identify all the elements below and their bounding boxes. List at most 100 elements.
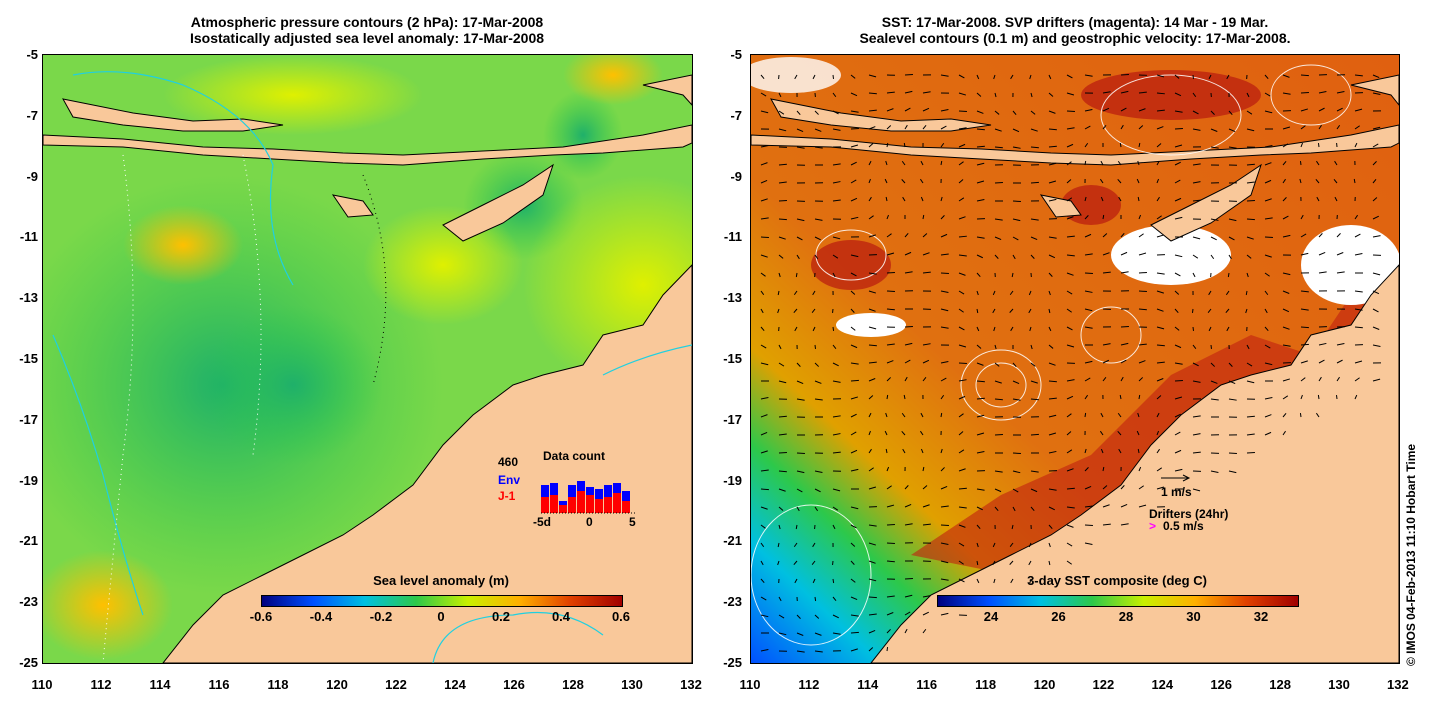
velocity-arrow [832,344,837,350]
velocity-arrow [868,215,874,220]
y-tick-label: -13 [723,290,742,306]
velocity-arrow [1210,236,1217,241]
velocity-arrow [832,380,841,383]
velocity-arrow [904,485,909,490]
velocity-arrow [976,308,979,314]
x-tick-label: 118 [267,677,289,692]
velocity-arrow [850,379,859,382]
y-tick-label: -23 [723,594,742,610]
velocity-arrow [1282,92,1291,95]
velocity-arrow [1264,198,1272,202]
velocity-arrow [760,488,769,491]
velocity-arrow [1192,272,1196,278]
velocity-scale-arrow [1161,474,1191,482]
velocity-arrow [1084,196,1087,202]
velocity-arrow [1282,126,1291,130]
velocity-arrow [850,179,857,184]
velocity-arrow [1084,467,1089,472]
velocity-arrow [1210,128,1218,132]
velocity-arrow [814,398,823,401]
velocity-arrow [940,160,943,166]
velocity-arrow [1354,125,1360,130]
y-tick-label: -9 [26,168,38,184]
velocity-arrow [1246,199,1255,202]
velocity-arrow [1138,271,1147,274]
velocity-arrow [886,560,895,563]
x-tick-label: 122 [1092,677,1115,692]
y-tick-label: -21 [723,533,742,549]
velocity-arrow [940,524,949,527]
velocity-arrow [904,90,913,94]
velocity-arrow [832,451,841,454]
velocity-arrow [796,650,805,653]
velocity-arrow [976,128,985,131]
velocity-arrow [760,414,768,418]
velocity-arrow [850,144,859,148]
velocity-arrow [778,433,787,436]
velocity-arrow [1336,376,1340,382]
velocity-arrow [1282,430,1286,436]
velocity-arrow [1174,326,1180,331]
velocity-arrow [1333,178,1338,184]
velocity-arrow [812,578,816,584]
velocity-arrow [778,614,785,619]
velocity-arrow [1011,272,1014,278]
velocity-arrow [1318,376,1322,382]
velocity-arrow [1118,196,1122,202]
velocity-arrow [886,308,895,311]
velocity-arrow [920,412,924,418]
velocity-arrow [1156,361,1165,364]
velocity-arrow [1138,394,1141,400]
velocity-arrow [795,272,798,278]
velocity-arrow [901,179,906,184]
velocity-arrow [1315,412,1320,418]
velocity-arrow [850,326,856,331]
velocity-arrow [868,326,877,330]
velocity-arrow [832,506,839,511]
velocity-arrow [1282,160,1287,166]
velocity-arrow [1354,108,1363,112]
velocity-arrow [1226,74,1230,80]
velocity-arrow [760,179,768,184]
velocity-arrow [993,74,996,80]
velocity-arrow [1048,198,1057,202]
velocity-arrow [1228,398,1237,401]
velocity-arrow [976,92,982,97]
velocity-arrow [976,344,982,349]
velocity-arrow [1282,197,1287,202]
colorbar-tick-label: 0.6 [611,609,631,624]
velocity-arrow [1336,91,1345,94]
velocity-arrow [1048,326,1052,332]
velocity-arrow [1028,560,1032,566]
velocity-arrow [868,430,871,436]
velocity-arrow [1084,505,1093,508]
velocity-arrow [1084,108,1093,112]
velocity-arrow [904,271,913,274]
velocity-arrow [832,578,835,584]
velocity-arrow [1246,254,1252,259]
velocity-arrow [1156,178,1160,184]
colorbar-tick-label: -0.4 [309,609,333,624]
colorbar-tick-label: -0.6 [249,609,273,624]
velocity-arrow [958,216,966,220]
velocity-arrow [812,74,816,80]
left-title-line1: Atmospheric pressure contours (2 hPa): 1… [190,14,544,30]
velocity-arrow [993,326,996,332]
velocity-arrow [1192,415,1201,418]
velocity-arrow [1120,503,1128,508]
velocity-arrow [994,433,1003,436]
velocity-arrow [850,578,856,583]
velocity-arrow [1336,271,1345,274]
sst-map: 1 m/s Drifters (24hr) > 0.5 m/s 3-day SS… [750,54,1400,664]
velocity-arrow [940,560,949,564]
velocity-arrow [1138,252,1147,256]
velocity-arrow [778,199,787,202]
velocity-arrow [1138,308,1147,311]
velocity-arrow [1300,377,1306,382]
velocity-arrow [796,398,805,401]
y-tick-label: -21 [19,533,38,549]
velocity-arrow [901,431,906,436]
velocity-arrow [778,415,787,418]
velocity-arrow [796,146,805,149]
velocity-arrow [1246,344,1250,350]
